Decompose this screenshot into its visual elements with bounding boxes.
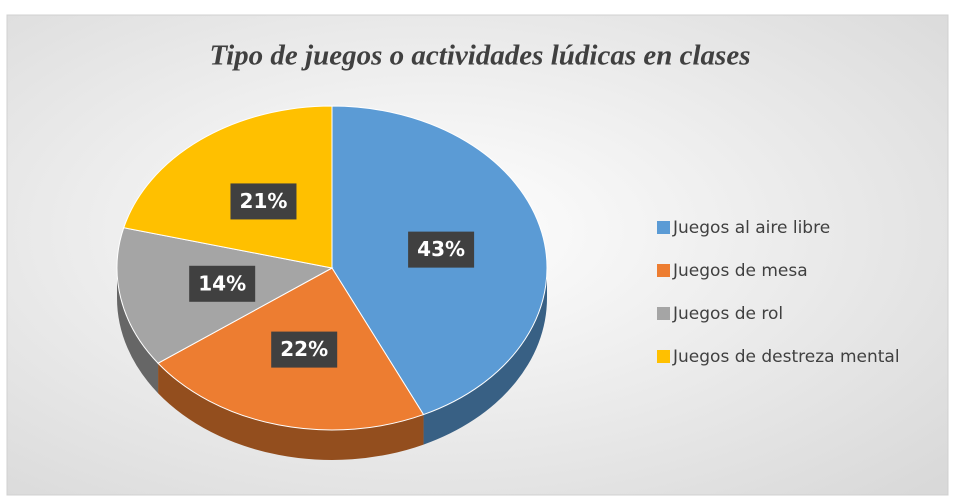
- pie: 43% 22% 14% 21%: [116, 105, 548, 460]
- data-label: 22%: [280, 337, 328, 361]
- pie-slice-side: [158, 363, 424, 460]
- pie-slice: [123, 105, 333, 269]
- legend-swatch: [657, 221, 670, 234]
- legend: Juegos al aire libre Juegos de mesa Juegos…: [657, 218, 900, 367]
- data-label: 43%: [417, 237, 465, 261]
- pie-slice-side: [423, 268, 547, 445]
- pie-slice-side: [117, 268, 159, 394]
- legend-swatch: [657, 307, 670, 320]
- data-label-box: [271, 331, 338, 368]
- data-label-box: [230, 183, 297, 220]
- data-label: 21%: [240, 189, 288, 213]
- chart-title: Tipo de juegos o actividades lúdicas en …: [209, 40, 750, 72]
- data-label: 14%: [198, 271, 246, 295]
- legend-label: Juegos al aire libre: [672, 218, 830, 238]
- data-label-box: [189, 265, 256, 302]
- legend-label: Juegos de destreza mental: [672, 347, 900, 367]
- data-label-box: [408, 231, 475, 268]
- legend-label: Juegos de mesa: [672, 261, 808, 281]
- legend-swatch: [657, 264, 670, 277]
- legend-swatch: [657, 350, 670, 363]
- legend-label: Juegos de rol: [672, 304, 783, 324]
